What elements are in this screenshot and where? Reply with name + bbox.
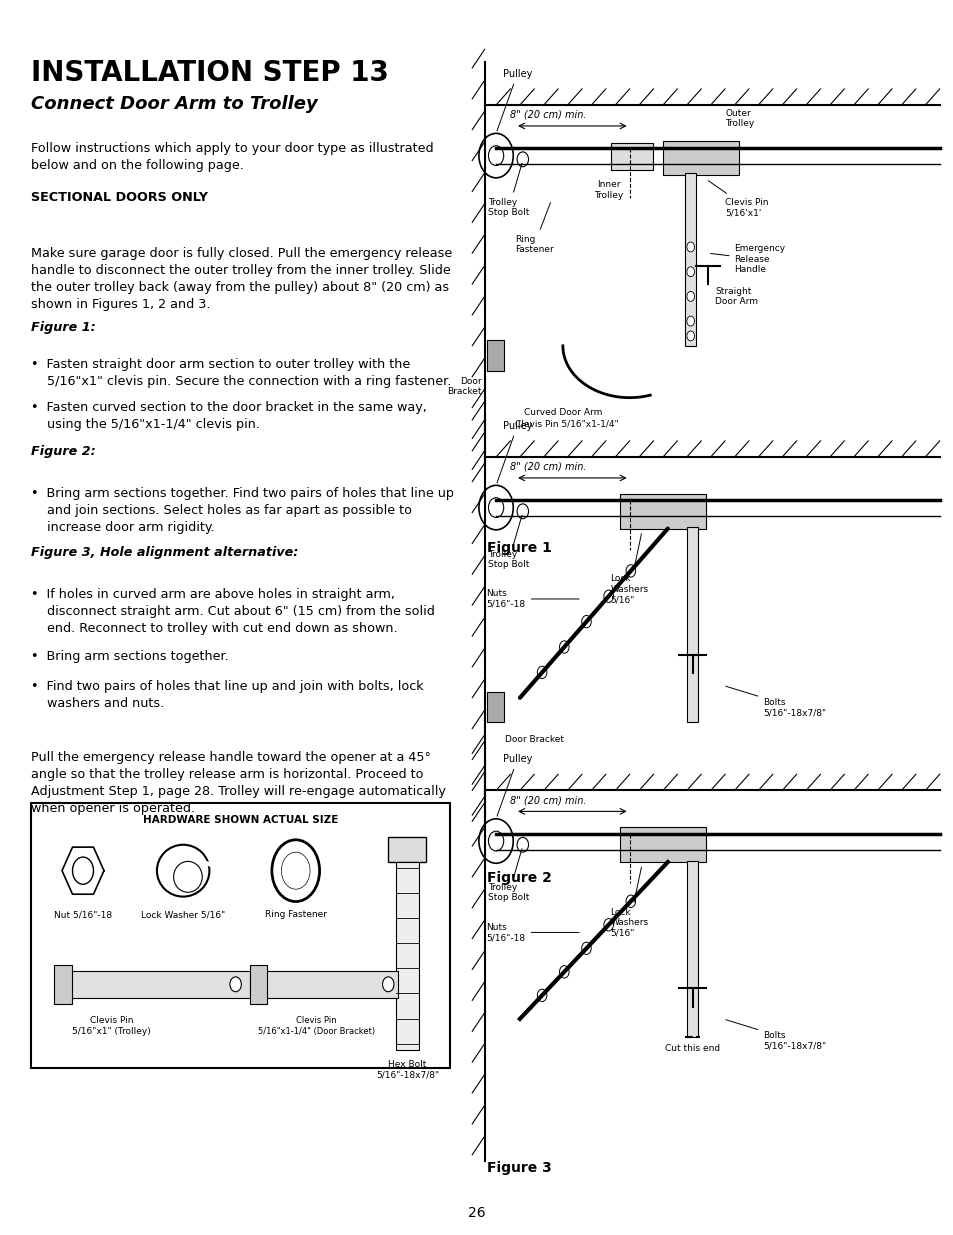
Text: Trolley
Stop Bolt: Trolley Stop Bolt: [488, 848, 529, 903]
Text: •  Bring arm sections together. Find two pairs of holes that line up
    and joi: • Bring arm sections together. Find two …: [30, 487, 453, 534]
Bar: [662, 141, 739, 175]
Text: •  Bring arm sections together.: • Bring arm sections together.: [30, 650, 228, 663]
Text: Ring Fastener: Ring Fastener: [265, 910, 326, 919]
Text: Pull the emergency release handle toward the opener at a 45°
angle so that the t: Pull the emergency release handle toward…: [30, 751, 445, 815]
Text: Pulley: Pulley: [497, 421, 532, 483]
Text: Door
Bracket: Door Bracket: [447, 377, 481, 396]
Text: Make sure garage door is fully closed. Pull the emergency release
handle to disc: Make sure garage door is fully closed. P…: [30, 247, 452, 311]
Circle shape: [581, 942, 591, 955]
Text: Figure 2:: Figure 2:: [30, 445, 95, 458]
Text: Bolts
5/16"-18x7/8": Bolts 5/16"-18x7/8": [725, 687, 825, 718]
Text: •  Fasten straight door arm section to outer trolley with the
    5/16"x1" clevi: • Fasten straight door arm section to ou…: [30, 358, 451, 388]
Circle shape: [537, 989, 546, 1002]
Bar: [486, 692, 503, 722]
Text: 8" (20 cm) min.: 8" (20 cm) min.: [510, 110, 586, 120]
Text: Inner
Trolley: Inner Trolley: [594, 180, 622, 200]
Circle shape: [603, 919, 613, 931]
Text: •  Fasten curved section to the door bracket in the same way,
    using the 5/16: • Fasten curved section to the door brac…: [30, 401, 426, 431]
Text: Ring
Fastener: Ring Fastener: [515, 203, 554, 254]
Text: 26: 26: [468, 1207, 485, 1220]
Text: Curved Door Arm: Curved Door Arm: [523, 408, 601, 416]
Text: Follow instructions which apply to your door type as illustrated
below and on th: Follow instructions which apply to your …: [30, 142, 433, 172]
Bar: [686, 861, 698, 1037]
Text: Figure 3: Figure 3: [486, 1161, 551, 1174]
Text: Figure 2: Figure 2: [486, 871, 551, 884]
Bar: [54, 965, 71, 1004]
Text: Bolts
5/16"-18x7/8": Bolts 5/16"-18x7/8": [725, 1020, 825, 1051]
Bar: [30, 803, 450, 1068]
Text: •  Find two pairs of holes that line up and join with bolts, lock
    washers an: • Find two pairs of holes that line up a…: [30, 680, 423, 710]
Text: Clevis Pin
5/16'x1': Clevis Pin 5/16'x1': [707, 180, 768, 217]
Ellipse shape: [173, 862, 202, 892]
Text: Pulley: Pulley: [497, 69, 532, 131]
Text: 8" (20 cm) min.: 8" (20 cm) min.: [510, 795, 586, 805]
Text: Trolley
Stop Bolt: Trolley Stop Bolt: [488, 163, 529, 217]
Text: Nuts
5/16"-18: Nuts 5/16"-18: [486, 923, 578, 942]
Text: Door Bracket: Door Bracket: [504, 735, 563, 743]
Bar: [395, 862, 418, 1050]
Text: Clevis Pin
5/16"x1" (Trolley): Clevis Pin 5/16"x1" (Trolley): [72, 1016, 151, 1036]
Text: Figure 1: Figure 1: [486, 541, 551, 555]
Text: Lock
Washers
5/16": Lock Washers 5/16": [610, 534, 648, 604]
Circle shape: [517, 837, 528, 852]
Text: Outer
Trolley: Outer Trolley: [724, 109, 754, 128]
Bar: [610, 143, 653, 170]
Text: Lock Washer 5/16": Lock Washer 5/16": [141, 910, 225, 919]
Circle shape: [625, 564, 635, 577]
Text: Emergency
Release
Handle: Emergency Release Handle: [710, 245, 785, 274]
Bar: [69, 971, 250, 998]
Circle shape: [686, 242, 694, 252]
Circle shape: [517, 152, 528, 167]
Circle shape: [281, 852, 310, 889]
Bar: [619, 494, 705, 529]
Circle shape: [686, 267, 694, 277]
Circle shape: [558, 966, 568, 978]
Text: Nut 5/16"-18: Nut 5/16"-18: [54, 910, 112, 919]
Text: Cut this end: Cut this end: [664, 1044, 720, 1052]
Bar: [388, 837, 426, 862]
Text: Straight
Door Arm: Straight Door Arm: [715, 287, 758, 306]
Bar: [486, 340, 503, 370]
Text: SECTIONAL DOORS ONLY: SECTIONAL DOORS ONLY: [30, 191, 208, 205]
Circle shape: [230, 977, 241, 992]
Text: INSTALLATION STEP 13: INSTALLATION STEP 13: [30, 59, 388, 88]
Text: 8" (20 cm) min.: 8" (20 cm) min.: [510, 462, 586, 472]
Bar: [619, 827, 705, 862]
Bar: [684, 173, 696, 346]
Text: Lock
Washers
5/16": Lock Washers 5/16": [610, 867, 648, 937]
Text: HARDWARE SHOWN ACTUAL SIZE: HARDWARE SHOWN ACTUAL SIZE: [143, 815, 337, 825]
Bar: [250, 965, 267, 1004]
Circle shape: [686, 316, 694, 326]
Circle shape: [603, 590, 613, 603]
Bar: [686, 527, 698, 722]
Bar: [264, 971, 397, 998]
Text: Figure 1:: Figure 1:: [30, 321, 95, 335]
Circle shape: [581, 615, 591, 627]
Circle shape: [625, 895, 635, 908]
Circle shape: [686, 291, 694, 301]
Text: Connect Door Arm to Trolley: Connect Door Arm to Trolley: [30, 95, 317, 114]
Circle shape: [72, 857, 93, 884]
Text: Nuts
5/16"-18: Nuts 5/16"-18: [486, 589, 578, 609]
Text: Clevis Pin
5/16"x1-1/4" (Door Bracket): Clevis Pin 5/16"x1-1/4" (Door Bracket): [258, 1016, 375, 1036]
Text: Pulley: Pulley: [497, 755, 532, 816]
Circle shape: [537, 666, 546, 678]
Circle shape: [558, 641, 568, 653]
Text: Figure 3, Hole alignment alternative:: Figure 3, Hole alignment alternative:: [30, 546, 297, 559]
Text: Trolley
Stop Bolt: Trolley Stop Bolt: [488, 515, 529, 569]
Circle shape: [686, 331, 694, 341]
Text: •  If holes in curved arm are above holes in straight arm,
    disconnect straig: • If holes in curved arm are above holes…: [30, 588, 434, 635]
Text: Clevis Pin 5/16"x1-1/4": Clevis Pin 5/16"x1-1/4": [515, 420, 618, 429]
Circle shape: [517, 504, 528, 519]
Text: Hex Bolt
5/16"-18x7/8": Hex Bolt 5/16"-18x7/8": [375, 1060, 438, 1079]
Circle shape: [382, 977, 394, 992]
